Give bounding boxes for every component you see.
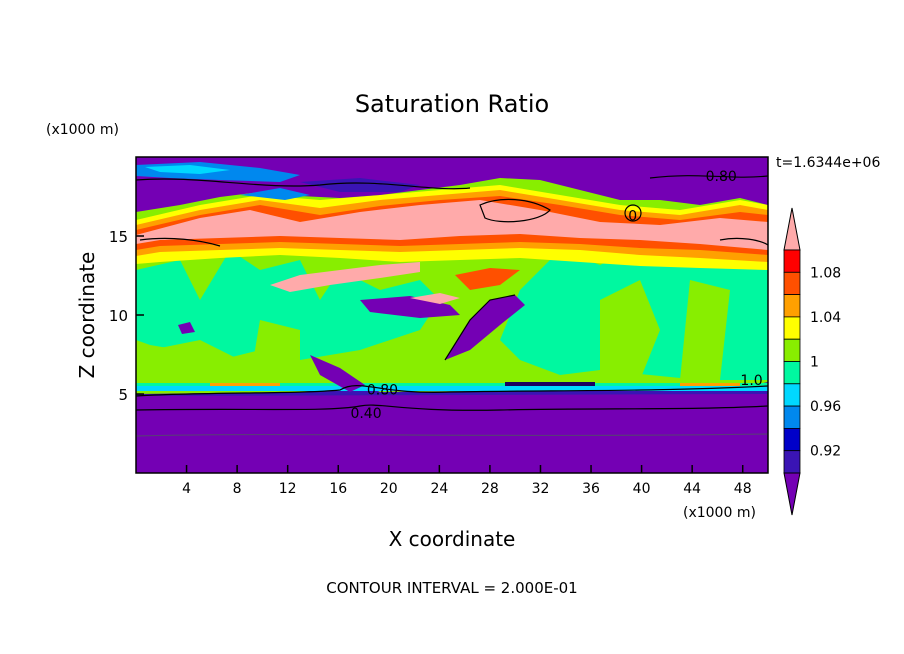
colorbar-swatch bbox=[783, 316, 801, 340]
colorbar-swatch bbox=[783, 427, 801, 452]
plot-area bbox=[136, 157, 768, 473]
contour-line-low bbox=[136, 433, 768, 437]
contour-value-label: 0.80 bbox=[367, 382, 398, 398]
y-axis-title: Z coordinate bbox=[75, 252, 99, 379]
dark-bar-1 bbox=[505, 382, 595, 386]
contour-line-040 bbox=[136, 404, 768, 411]
contour-value-label: 0.40 bbox=[350, 406, 381, 422]
contour-line-upper-3 bbox=[479, 198, 551, 223]
contour-interval-footer: CONTOUR INTERVAL = 2.000E-01 bbox=[326, 579, 577, 597]
contour-value-label: 0.80 bbox=[706, 169, 737, 185]
colorbar-label: 1 bbox=[810, 355, 819, 371]
colorbar-upper-extend bbox=[783, 207, 801, 251]
colorbar-swatch bbox=[783, 383, 801, 407]
mid-green-patch-1 bbox=[136, 250, 440, 360]
contour-line-dry-intrusion bbox=[444, 294, 516, 361]
colorbar-swatch bbox=[783, 450, 801, 474]
colorbar-label: 1.04 bbox=[810, 310, 841, 326]
cloud-band-mid bbox=[270, 262, 420, 292]
chart-title: Saturation Ratio bbox=[355, 90, 549, 118]
upper-blue-patch-2 bbox=[300, 178, 420, 192]
contour-line-base bbox=[136, 385, 768, 397]
x-tick-label: 4 bbox=[182, 481, 191, 497]
colorbar-swatch bbox=[783, 405, 801, 429]
contour-line-upper-5 bbox=[139, 237, 221, 247]
x-tick-label: 28 bbox=[481, 481, 499, 497]
contour-circle-1 bbox=[624, 204, 642, 222]
x-axis-title: X coordinate bbox=[389, 527, 516, 551]
colorbar-swatch bbox=[783, 271, 801, 295]
x-unit-label: (x1000 m) bbox=[683, 505, 756, 521]
y-tick-label: 5 bbox=[118, 386, 128, 404]
mid-green-patch-6 bbox=[680, 280, 730, 380]
x-tick-label: 48 bbox=[734, 481, 752, 497]
colorbar-label: 0.92 bbox=[810, 444, 841, 460]
moist-base-band-2 bbox=[136, 383, 768, 386]
mid-green-patch-3 bbox=[140, 340, 270, 382]
x-tick-label: 32 bbox=[532, 481, 550, 497]
colorbar-label: 1.08 bbox=[810, 265, 841, 281]
colorbar-swatch bbox=[783, 294, 801, 318]
cloud-band-mid-2 bbox=[410, 293, 460, 304]
x-tick-label: 16 bbox=[329, 481, 347, 497]
contour-lines bbox=[136, 175, 768, 437]
dry-intrusion-4 bbox=[178, 322, 195, 334]
y-axis: 5 10 15 bbox=[109, 228, 144, 404]
x-tick-label: 8 bbox=[233, 481, 242, 497]
x-axis: 4 8 12 16 20 24 28 32 36 40 44 48 bbox=[182, 465, 752, 497]
moist-base-band bbox=[136, 386, 768, 391]
contour-line-upper-2 bbox=[649, 175, 768, 179]
upper-pink-layer bbox=[136, 200, 768, 250]
y-unit-label: (x1000 m) bbox=[46, 122, 119, 138]
mid-green-patch-4 bbox=[250, 320, 300, 380]
time-label: t=1.6344e+06 bbox=[776, 155, 880, 171]
colorbar: 0.92 0.96 1 1.04 1.08 bbox=[783, 207, 841, 516]
y-tick-label: 15 bbox=[109, 228, 128, 246]
y-tick-label: 10 bbox=[109, 307, 128, 325]
upper-blue-patch-3 bbox=[240, 188, 310, 200]
orange-bar-1 bbox=[210, 383, 280, 386]
upper-dry-layer bbox=[136, 157, 768, 212]
contour-value-label: 0 bbox=[628, 208, 637, 224]
contour-value-label: 1.0 bbox=[740, 373, 762, 389]
contour-labels: 0.80 0.80 0.40 0 1.0 bbox=[350, 169, 762, 422]
dry-intrusion-1 bbox=[445, 295, 525, 360]
colorbar-lower-extend bbox=[783, 472, 801, 516]
lower-dry-layer bbox=[136, 394, 768, 473]
x-tick-label: 44 bbox=[683, 481, 701, 497]
dry-intrusion-3 bbox=[310, 355, 365, 392]
x-tick-label: 24 bbox=[430, 481, 448, 497]
x-tick-label: 20 bbox=[380, 481, 398, 497]
colorbar-swatch bbox=[783, 249, 801, 273]
orange-bar-2 bbox=[680, 383, 740, 386]
cloud-band-mid-3 bbox=[455, 268, 520, 290]
x-tick-label: 36 bbox=[582, 481, 600, 497]
x-tick-label: 12 bbox=[279, 481, 297, 497]
colorbar-swatch bbox=[783, 361, 801, 385]
colorbar-label: 0.96 bbox=[810, 399, 841, 415]
mid-green-patch-5 bbox=[600, 280, 660, 380]
colorbar-swatch bbox=[783, 338, 801, 362]
upper-cyan-patch-1 bbox=[145, 165, 230, 174]
dry-intrusion-2 bbox=[360, 296, 460, 318]
contour-line-upper-4 bbox=[719, 237, 768, 246]
x-tick-label: 40 bbox=[633, 481, 651, 497]
contour-line-upper-1 bbox=[136, 178, 471, 190]
